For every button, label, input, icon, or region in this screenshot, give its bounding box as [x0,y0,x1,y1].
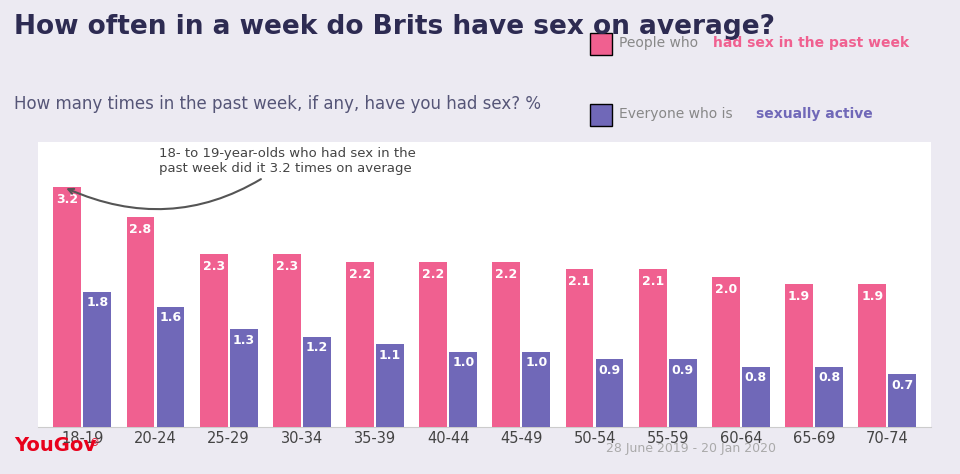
Bar [420,262,447,427]
Bar [858,284,886,427]
Text: 1.6: 1.6 [159,311,181,324]
Bar [638,269,666,427]
Bar [742,367,770,427]
Text: 1.1: 1.1 [379,349,401,362]
Text: 2.3: 2.3 [276,260,298,273]
Text: 0.9: 0.9 [672,364,694,377]
Text: 2.2: 2.2 [348,268,372,281]
Text: 0.7: 0.7 [891,379,913,392]
Text: ®: ® [89,438,99,448]
Text: People who: People who [619,36,703,50]
Text: 2.2: 2.2 [495,268,517,281]
Text: 2.1: 2.1 [641,275,664,288]
Bar [303,337,331,427]
Bar [492,262,520,427]
Text: Everyone who is: Everyone who is [619,107,737,121]
Bar [449,352,477,427]
Text: 1.9: 1.9 [861,291,883,303]
Text: 0.8: 0.8 [818,371,840,384]
Bar [669,359,697,427]
Bar [565,269,593,427]
Text: 1.9: 1.9 [788,291,810,303]
Text: had sex in the past week: had sex in the past week [713,36,909,50]
Bar [229,329,257,427]
Text: 1.2: 1.2 [305,341,328,354]
Bar [815,367,843,427]
Bar [376,344,404,427]
Text: 2.2: 2.2 [422,268,444,281]
Text: 2.0: 2.0 [715,283,737,296]
Text: 1.3: 1.3 [232,334,254,347]
Bar [84,292,111,427]
Text: 28 June 2019 - 20 Jan 2020: 28 June 2019 - 20 Jan 2020 [606,442,777,455]
Text: 1.8: 1.8 [86,296,108,310]
Bar [200,255,228,427]
Bar [712,277,740,427]
Bar [127,217,155,427]
Text: 2.3: 2.3 [203,260,225,273]
Text: How many times in the past week, if any, have you had sex? %: How many times in the past week, if any,… [14,95,541,113]
Text: 0.9: 0.9 [598,364,620,377]
Text: How often in a week do Brits have sex on average?: How often in a week do Brits have sex on… [14,14,776,40]
Text: 18- to 19-year-olds who had sex in the
past week did it 3.2 times on average: 18- to 19-year-olds who had sex in the p… [68,147,416,209]
Text: 2.8: 2.8 [130,223,152,236]
Bar [595,359,623,427]
Text: 2.1: 2.1 [568,275,590,288]
Text: 0.8: 0.8 [745,371,767,384]
Bar [888,374,916,427]
Text: 3.2: 3.2 [57,193,79,206]
Text: 1.0: 1.0 [452,356,474,369]
Bar [522,352,550,427]
Bar [273,255,300,427]
Text: 1.0: 1.0 [525,356,547,369]
Text: sexually active: sexually active [756,107,874,121]
Bar [347,262,374,427]
Bar [54,187,82,427]
Bar [156,307,184,427]
Text: YouGov: YouGov [14,436,97,455]
Bar [785,284,813,427]
